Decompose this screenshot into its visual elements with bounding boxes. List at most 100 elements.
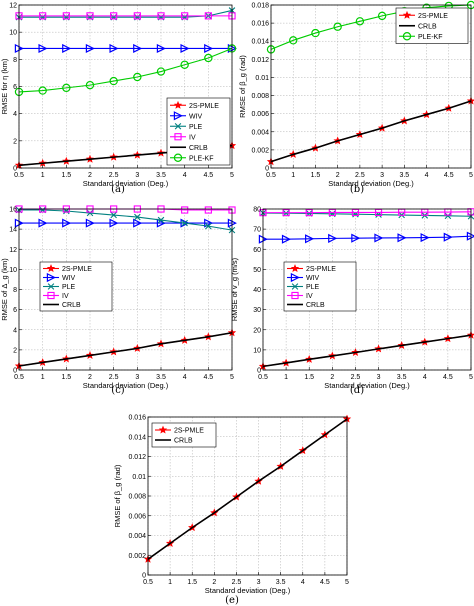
data-point	[86, 12, 94, 20]
x-tick-label: 2.5	[355, 172, 365, 179]
data-point-stroke-b	[205, 222, 212, 230]
legend: 2S-PMLE CRLB PLE-KF	[395, 7, 469, 44]
series-line	[263, 211, 472, 214]
legend-marker	[173, 100, 183, 109]
axes-frame	[270, 4, 472, 169]
y-tick-label: 0.01	[132, 474, 146, 481]
data-point	[420, 233, 430, 243]
x-tick-label: 5	[230, 374, 234, 381]
data-point-stroke-b	[181, 219, 188, 227]
series-ple	[15, 206, 236, 234]
y-tick-label: 0.002	[128, 553, 146, 560]
x-tick-label: 2	[330, 374, 334, 381]
data-point	[204, 218, 214, 228]
data-point	[109, 43, 119, 54]
legend-label: WIV	[62, 275, 76, 282]
chart-panel-2: 0.5 1 1.5 2 2.5 3 3.5 4 4.5 5 0 0.002 0.004 0.006 0.00…	[238, 0, 474, 195]
legend-label: PLE	[189, 124, 203, 131]
legend-label: WIV	[306, 275, 320, 282]
y-tick-label: 0	[13, 368, 17, 375]
series-line	[263, 235, 472, 240]
x-tick-label: 1.5	[187, 579, 197, 586]
data-point	[62, 83, 71, 93]
y-tick-label: 0.004	[128, 533, 146, 540]
y-tick-label: 0.006	[251, 111, 269, 118]
x-tick-label: 3	[135, 374, 139, 381]
data-point	[156, 67, 166, 76]
legend-marker	[47, 283, 55, 290]
y-tick-label: 6	[13, 84, 17, 91]
series-line	[270, 100, 472, 163]
data-point	[39, 12, 47, 20]
x-tick-label: 3	[380, 172, 384, 179]
data-point-stroke-b	[157, 216, 165, 224]
legend: 2S-PMLE WIV PLE IV CRLB	[283, 261, 357, 312]
x-tick-label: 2	[88, 172, 92, 179]
x-tick-label: 3.5	[156, 172, 166, 179]
y-tick-label: 0.002	[251, 147, 269, 154]
y-tick-label: 0.008	[251, 93, 269, 100]
y-axis-label: RMSE for η (km)	[0, 58, 9, 114]
legend-label: CRLB	[418, 23, 437, 30]
series-line	[262, 212, 472, 217]
legend-label: 2S-PMLE	[174, 428, 204, 435]
y-tick-label: 4	[13, 111, 17, 118]
chart-panel-1: 0.5 1 1.5 2 2.5 3 3.5 4 4.5 5 0 2 4 6 8 10 12 Standard de…	[0, 3, 237, 195]
y-tick-label: 0.016	[128, 415, 146, 422]
y-tick-label: 2	[13, 138, 17, 145]
y-tick-label: 12	[9, 247, 17, 254]
data-point-stroke-b	[444, 212, 452, 220]
x-tick-label: 0.5	[258, 374, 268, 381]
legend-marker-stroke-b	[291, 283, 299, 290]
data-point	[110, 211, 117, 219]
data-point	[443, 232, 453, 242]
data-point	[85, 43, 95, 54]
x-tick-label: 0.5	[14, 374, 24, 381]
data-point	[305, 209, 313, 217]
data-point	[38, 43, 48, 54]
data-point	[377, 11, 387, 21]
legend-label: 2S-PMLE	[189, 103, 219, 110]
x-tick-label: 3.5	[156, 374, 166, 381]
legend-label: IV	[62, 293, 69, 300]
legend-label: CRLB	[306, 302, 325, 309]
data-point	[355, 17, 365, 26]
series-crlb	[147, 418, 348, 560]
data-point	[38, 86, 47, 95]
data-point	[397, 233, 407, 243]
x-tick-label: 4	[301, 579, 305, 586]
legend-label: PLE-KF	[189, 155, 214, 162]
legend-marker	[402, 10, 412, 19]
y-tick-label: 30	[253, 307, 261, 314]
y-tick-label: 6	[13, 307, 17, 314]
y-tick-label: 0	[13, 166, 17, 173]
series-line	[262, 334, 472, 368]
data-point	[181, 12, 189, 20]
y-tick-label: 0.018	[251, 3, 269, 10]
x-tick-label: 4.5	[203, 172, 213, 179]
x-tick-label: 1.5	[61, 172, 71, 179]
data-point	[328, 233, 338, 243]
data-point	[157, 216, 165, 224]
data-point	[156, 218, 166, 228]
data-point	[351, 233, 361, 243]
data-point	[181, 206, 189, 214]
y-tick-label: 50	[253, 267, 261, 274]
data-point	[444, 212, 452, 220]
data-point	[204, 12, 212, 20]
y-tick-label: 40	[253, 287, 261, 294]
y-tick-label: 0.014	[128, 434, 146, 441]
x-tick-label: 0.5	[143, 579, 153, 586]
legend-label: CRLB	[189, 145, 208, 152]
data-point	[289, 36, 298, 45]
x-tick-label: 1.5	[304, 374, 314, 381]
y-axis-label: RMSE of v_g (m/s)	[230, 257, 239, 321]
data-point	[180, 60, 189, 69]
data-point	[374, 233, 384, 243]
x-tick-label: 0.5	[14, 172, 24, 179]
x-tick-label: 4.5	[320, 579, 330, 586]
chart-panel-3: 0.5 1 1.5 2 2.5 3 3.5 4 4.5 5 0 2 4 6 8 10 12 14 16 Standar…	[0, 205, 237, 396]
x-tick-label: 5	[230, 172, 234, 179]
legend-marker	[174, 122, 182, 130]
data-point	[110, 12, 118, 20]
